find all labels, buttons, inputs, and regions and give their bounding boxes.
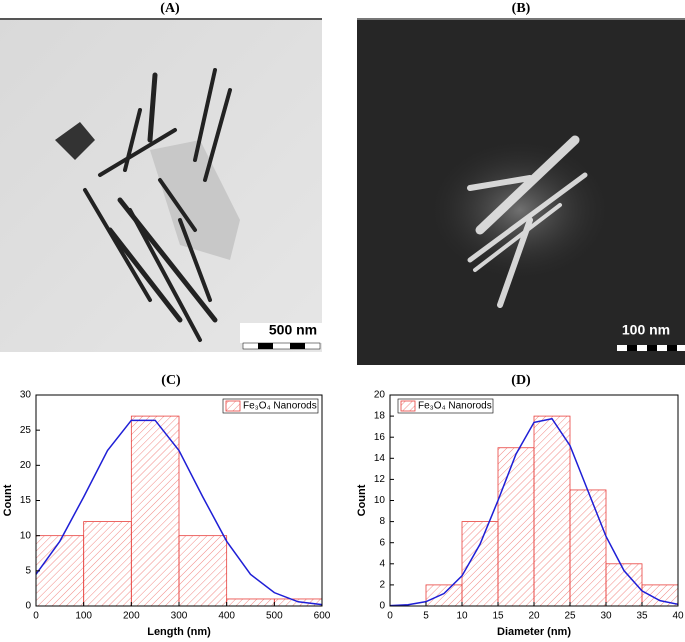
x-tick-label: 30 — [600, 611, 612, 622]
chart-title: (D) — [511, 373, 531, 388]
x-tick-label: 20 — [528, 611, 540, 622]
y-tick-label: 8 — [379, 516, 385, 527]
x-tick-label: 0 — [387, 611, 393, 622]
legend-swatch — [225, 400, 241, 412]
tem-image — [0, 18, 322, 352]
y-tick-label: 12 — [374, 474, 386, 485]
scale-label: 100 nm — [622, 322, 670, 338]
histogram-bar — [497, 447, 535, 607]
legend-swatch — [400, 400, 416, 412]
scale-label: 500 nm — [269, 322, 317, 338]
y-tick-label: 2 — [379, 580, 385, 591]
panel-title: (A) — [160, 1, 180, 16]
histogram-bar — [35, 535, 85, 607]
histogram-bar — [461, 521, 499, 607]
x-tick-label: 0 — [33, 611, 39, 622]
y-tick-label: 20 — [20, 460, 32, 471]
scale-bar — [242, 342, 321, 350]
y-tick-label: 18 — [374, 411, 386, 422]
x-tick-label: 300 — [171, 611, 188, 622]
y-tick-label: 10 — [20, 530, 32, 541]
fit-curve — [35, 419, 323, 606]
x-tick-label: 500 — [266, 611, 283, 622]
histogram-bar — [130, 415, 180, 607]
y-tick-label: 15 — [20, 495, 32, 506]
x-tick-label: 5 — [423, 611, 429, 622]
x-axis-label: Diameter (nm) — [497, 626, 571, 638]
histogram-bar — [178, 535, 228, 607]
y-tick-label: 0 — [379, 601, 385, 612]
x-tick-label: 10 — [456, 611, 468, 622]
legend: Fe₃O₄ Nanorods — [397, 398, 494, 414]
y-tick-label: 16 — [374, 432, 386, 443]
scale-bar — [617, 345, 685, 351]
y-axis-label: Count — [2, 484, 14, 516]
x-tick-label: 35 — [636, 611, 648, 622]
y-tick-label: 10 — [374, 495, 386, 506]
y-tick-label: 6 — [379, 537, 385, 548]
y-tick-label: 30 — [20, 390, 32, 401]
x-tick-label: 100 — [75, 611, 92, 622]
x-tick-label: 40 — [672, 611, 684, 622]
y-tick-label: 0 — [25, 601, 31, 612]
legend-label: Fe₃O₄ Nanorods — [418, 401, 492, 412]
fit-curve — [389, 417, 679, 607]
histogram-bar — [569, 489, 607, 607]
stem-image — [357, 18, 685, 365]
legend-box — [222, 398, 319, 414]
y-axis-label: Count — [356, 484, 368, 516]
panel-title: (B) — [512, 1, 531, 16]
chart-title: (C) — [161, 373, 181, 388]
histogram-bar — [425, 584, 463, 607]
y-tick-label: 4 — [379, 558, 385, 569]
x-tick-label: 400 — [218, 611, 235, 622]
y-tick-label: 5 — [25, 565, 31, 576]
x-tick-label: 200 — [123, 611, 140, 622]
histogram-bar — [533, 415, 571, 607]
y-tick-label: 25 — [20, 425, 32, 436]
y-tick-label: 20 — [374, 390, 386, 401]
legend-box — [397, 398, 494, 414]
x-tick-label: 25 — [564, 611, 576, 622]
x-axis-label: Length (nm) — [147, 626, 211, 638]
y-tick-label: 14 — [374, 453, 386, 464]
legend: Fe₃O₄ Nanorods — [222, 398, 319, 414]
histogram-bar — [83, 521, 132, 607]
histogram-bar — [226, 598, 275, 607]
x-tick-label: 15 — [492, 611, 504, 622]
x-tick-label: 600 — [314, 611, 331, 622]
legend-label: Fe₃O₄ Nanorods — [243, 401, 317, 412]
